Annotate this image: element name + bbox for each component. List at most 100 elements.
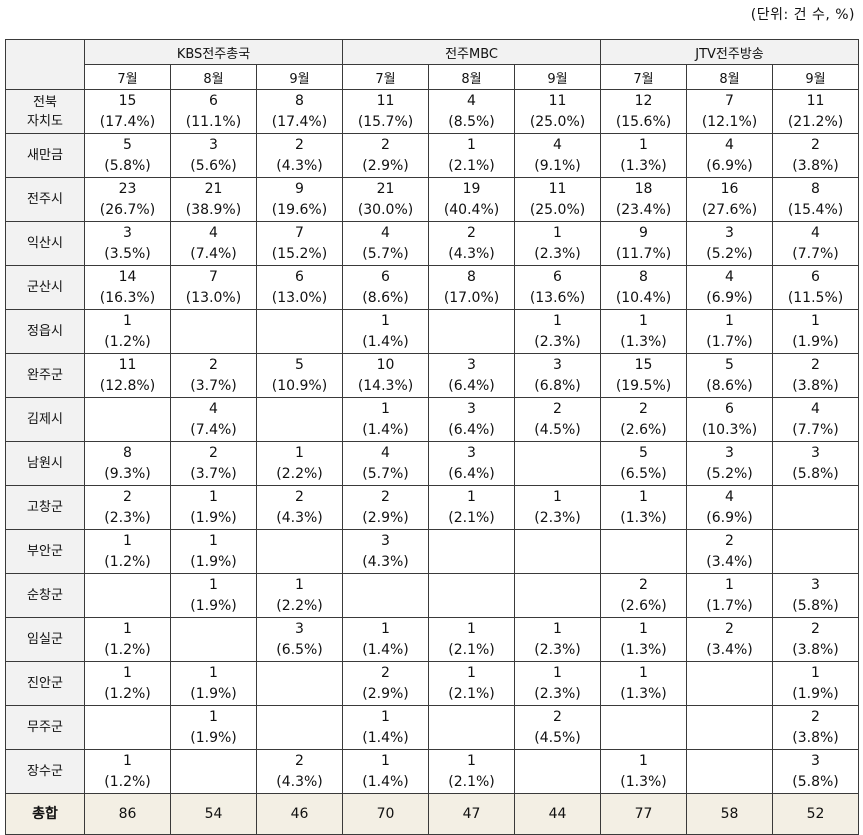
table-cell: 6 (11.5%) (772, 265, 860, 310)
table-row: 군산시 14 (16.3%) 7 (13.0%) 6 (13.0%) 6 (8.6%) 8 (17.… (5, 265, 860, 310)
cell-count: 1 (295, 445, 304, 461)
cell-percent: (15.2%) (271, 246, 328, 262)
cell-count: 1 (209, 709, 218, 725)
row-label: 장수군 (5, 749, 85, 794)
table-cell: 18 (23.4%) (600, 177, 688, 222)
table-cell: 19 (40.4%) (428, 177, 516, 222)
table-cell: 7 (13.0%) (170, 265, 257, 310)
cell-percent: (6.8%) (534, 378, 581, 394)
row-label: 전북 자치도 (5, 89, 85, 134)
table-cell: 2 (4.3%) (255, 485, 344, 530)
table-cell: 12 (15.6%) (600, 89, 688, 134)
table-cell: 1 (2.3%) (514, 617, 602, 662)
cell-count: 8 (811, 181, 820, 197)
row-label: 부안군 (5, 529, 85, 574)
cell-percent: (40.4%) (443, 202, 500, 218)
group-header-kbs: KBS전주총국 (83, 39, 344, 65)
total-cell: 47 (428, 793, 516, 835)
cell-count: 1 (295, 577, 304, 593)
cell-percent: (2.6%) (620, 422, 667, 438)
cell-percent: (2.9%) (362, 686, 409, 702)
cell-percent: (30.0%) (357, 202, 414, 218)
cell-percent: (1.3%) (620, 774, 667, 790)
cell-count: 7 (209, 269, 218, 285)
cell-percent: (3.7%) (190, 378, 237, 394)
table-row: 남원시 8 (9.3%) 2 (3.7%) 1 (2.2%) 4 (5.7%) 3 (6.4%) 5 (… (5, 441, 860, 486)
cell-count: 2 (811, 137, 820, 153)
cell-count: 4 (811, 225, 820, 241)
cell-count: 5 (639, 445, 648, 461)
table-cell: 9 (11.7%) (600, 221, 688, 266)
table-cell: 1 (1.9%) (170, 661, 257, 706)
cell-percent: (1.2%) (104, 554, 151, 570)
table-cell (170, 749, 257, 794)
cell-count: 7 (295, 225, 304, 241)
table-cell: 2 (4.5%) (514, 397, 602, 442)
cell-count: 8 (123, 445, 132, 461)
row-label: 김제시 (5, 397, 85, 442)
table-cell: 1 (2.2%) (255, 573, 344, 618)
table-cell: 4 (7.4%) (170, 397, 257, 442)
cell-count: 19 (462, 181, 481, 197)
table-cell: 4 (6.9%) (686, 265, 774, 310)
cell-count: 1 (553, 621, 562, 637)
cell-count: 15 (118, 93, 137, 109)
table-cell: 8 (17.0%) (428, 265, 516, 310)
month-header: 8월 (428, 64, 516, 90)
table-cell: 5 (10.9%) (255, 353, 344, 398)
cell-percent: (25.0%) (529, 114, 586, 130)
table-cell: 3 (5.8%) (772, 749, 860, 794)
month-header: 8월 (170, 64, 257, 90)
cell-count: 9 (639, 225, 648, 241)
table-cell: 1 (1.4%) (342, 309, 430, 354)
cell-percent: (5.7%) (362, 466, 409, 482)
table-cell: 1 (1.4%) (342, 749, 430, 794)
table-cell: 2 (3.7%) (170, 441, 257, 486)
table-cell: 1 (1.7%) (686, 309, 774, 354)
cell-count: 6 (209, 93, 218, 109)
cell-percent: (23.4%) (615, 202, 672, 218)
cell-count: 1 (209, 533, 218, 549)
table-row: 고창군 2 (2.3%) 1 (1.9%) 2 (4.3%) 2 (2.9%) 1 (2.1%) 1 (… (5, 485, 860, 530)
cell-count: 7 (725, 93, 734, 109)
cell-count: 2 (811, 357, 820, 373)
cell-count: 12 (634, 93, 653, 109)
cell-percent: (2.1%) (448, 642, 495, 658)
cell-count: 3 (295, 621, 304, 637)
cell-percent: (1.2%) (104, 686, 151, 702)
cell-count: 4 (467, 93, 476, 109)
cell-percent: (10.4%) (615, 290, 672, 306)
table-cell: 1 (1.9%) (170, 573, 257, 618)
cell-count: 1 (811, 665, 820, 681)
cell-percent: (21.2%) (787, 114, 844, 130)
cell-count: 1 (811, 313, 820, 329)
table-cell: 3 (5.8%) (772, 573, 860, 618)
cell-count: 11 (548, 93, 567, 109)
cell-percent: (4.5%) (534, 730, 581, 746)
table-cell: 1 (2.1%) (428, 749, 516, 794)
cell-percent: (12.8%) (99, 378, 156, 394)
table-cell: 11 (25.0%) (514, 89, 602, 134)
cell-percent: (1.3%) (620, 334, 667, 350)
cell-percent: (4.3%) (276, 158, 323, 174)
row-label: 고창군 (5, 485, 85, 530)
cell-count: 4 (209, 401, 218, 417)
table-cell (170, 309, 257, 354)
cell-count: 4 (725, 137, 734, 153)
table-cell: 1 (1.4%) (342, 705, 430, 750)
cell-count: 3 (725, 225, 734, 241)
cell-count: 21 (376, 181, 395, 197)
table-cell: 1 (2.3%) (514, 221, 602, 266)
table-cell: 4 (6.9%) (686, 133, 774, 178)
table-cell (686, 749, 774, 794)
cell-percent: (6.4%) (448, 422, 495, 438)
table-cell: 2 (2.6%) (600, 573, 688, 618)
table-cell: 11 (25.0%) (514, 177, 602, 222)
cell-count: 1 (381, 621, 390, 637)
cell-count: 3 (811, 753, 820, 769)
cell-percent: (2.1%) (448, 686, 495, 702)
cell-percent: (1.9%) (792, 686, 839, 702)
cell-percent: (1.3%) (620, 158, 667, 174)
cell-percent: (3.4%) (706, 642, 753, 658)
cell-percent: (6.5%) (620, 466, 667, 482)
